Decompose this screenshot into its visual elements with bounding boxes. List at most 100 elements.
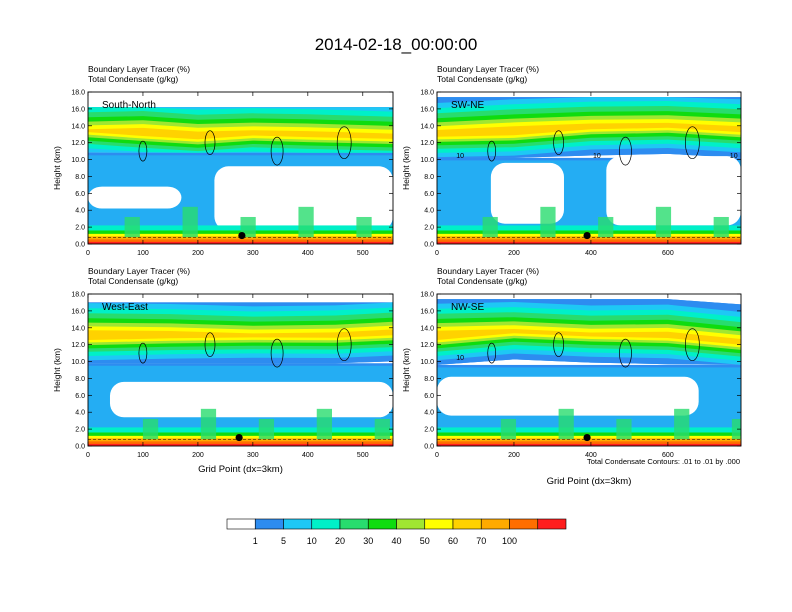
convective-tower (598, 216, 614, 238)
colorbar-swatch (254, 518, 284, 530)
y-axis-label: Height (km) (52, 348, 62, 392)
y-tick-label: 10.0 (420, 359, 434, 366)
x-axis-label: Grid Point (dx=3km) (547, 476, 632, 487)
panel-header-line: Boundary Layer Tracer (%) (437, 64, 539, 74)
condensate-contour (685, 126, 700, 160)
x-tick-label: 0 (86, 250, 90, 257)
convective-tower (482, 216, 498, 238)
figure-title: 2014-02-18_00:00:00 (315, 35, 478, 54)
panel-header-line: Boundary Layer Tracer (%) (88, 64, 190, 74)
y-tick-label: 10.0 (71, 157, 85, 164)
x-tick-label: 400 (585, 452, 597, 459)
y-tick-label: 18.0 (71, 292, 85, 299)
y-tick-label: 10.0 (71, 359, 85, 366)
panel-label: NW-SE (451, 302, 484, 313)
colorbar-label: 50 (420, 536, 430, 546)
plot-frame (436, 293, 742, 447)
convective-tower (616, 418, 632, 440)
contour-footnote: Total Condensate Contours: .01 to .01 by… (587, 457, 740, 466)
panel-label: West-East (102, 302, 148, 313)
x-tick-label: 300 (247, 452, 259, 459)
x-tick-label: 0 (435, 452, 439, 459)
y-tick-label: 0.0 (424, 444, 434, 451)
convective-tower (258, 418, 275, 440)
clear-region-0 (437, 376, 699, 416)
convective-tower (713, 216, 729, 238)
y-tick-label: 16.0 (71, 308, 85, 315)
y-tick-label: 12.0 (420, 342, 434, 349)
x-tick-label: 100 (137, 452, 149, 459)
colorbar-swatch (537, 518, 567, 530)
convective-tower (674, 408, 690, 440)
contour-label: 10 (593, 153, 601, 160)
y-tick-label: 6.0 (424, 393, 434, 400)
y-tick-label: 8.0 (424, 376, 434, 383)
y-tick-label: 14.0 (71, 123, 85, 130)
y-axis-label: Height (km) (401, 146, 411, 190)
y-tick-label: 14.0 (420, 123, 434, 130)
condensate-contour (138, 140, 148, 162)
contour-label: 10 (730, 153, 738, 160)
colorbar-swatch (283, 518, 313, 530)
x-tick-label: 400 (302, 250, 314, 257)
y-tick-label: 18.0 (71, 90, 85, 97)
location-marker (583, 433, 591, 442)
band-layer-top-7 (437, 329, 741, 345)
colorbar-swatch (396, 518, 426, 530)
colorbar-label: 5 (281, 536, 286, 546)
clear-region-0 (109, 381, 393, 418)
y-tick-label: 8.0 (75, 174, 85, 181)
boundary-layer-band-4 (88, 239, 393, 244)
condensate-contour (336, 328, 352, 362)
x-tick-label: 200 (508, 250, 520, 257)
convective-tower (124, 216, 140, 238)
x-axis-label: Grid Point (dx=3km) (198, 464, 283, 475)
colorbar-label: 1 (253, 536, 258, 546)
condensate-contour (204, 332, 216, 358)
condensate-contour (270, 338, 284, 368)
condensate-contour (270, 136, 284, 166)
location-marker (235, 433, 243, 442)
colorbar-label: 100 (502, 536, 517, 546)
x-tick-label: 400 (302, 452, 314, 459)
colorbar: 1 5 10 20 30 40 50 60 70 100 (226, 518, 567, 546)
boundary-layer-band-4 (437, 239, 741, 244)
convective-tower (182, 206, 198, 238)
x-tick-label: 0 (435, 250, 439, 257)
colorbar-label: 20 (335, 536, 345, 546)
panel-header-line: Boundary Layer Tracer (%) (88, 266, 190, 276)
clear-region-1 (606, 156, 741, 226)
y-tick-label: 6.0 (75, 393, 85, 400)
panel-header-line: Total Condensate (g/kg) (88, 276, 178, 286)
y-tick-label: 0.0 (75, 242, 85, 249)
condensate-contour (138, 342, 148, 364)
colorbar-label: 70 (476, 536, 486, 546)
band-layer-top-7 (88, 329, 393, 340)
condensate-contour (619, 136, 632, 166)
condensate-contour (553, 332, 564, 358)
colorbar-label: 60 (448, 536, 458, 546)
panel-south-north: Boundary Layer Tracer (%)Total Condensat… (52, 64, 394, 257)
boundary-layer-band-5 (88, 443, 393, 446)
condensate-contour (685, 328, 700, 362)
colorbar-swatch (311, 518, 341, 530)
x-tick-label: 0 (86, 452, 90, 459)
colorbar-swatch (509, 518, 539, 530)
y-tick-label: 12.0 (420, 140, 434, 147)
plot-frame (87, 293, 394, 447)
x-tick-label: 600 (662, 452, 674, 459)
y-tick-label: 2.0 (75, 225, 85, 232)
field (88, 294, 393, 446)
y-tick-label: 0.0 (75, 444, 85, 451)
panel-header-line: Total Condensate (g/kg) (88, 74, 178, 84)
x-tick-label: 600 (662, 250, 674, 257)
y-tick-label: 16.0 (420, 106, 434, 113)
panel-label: SW-NE (451, 100, 484, 111)
convective-tower (655, 206, 672, 238)
panel-nw-se: Boundary Layer Tracer (%)Total Condensat… (401, 266, 742, 487)
y-tick-label: 10.0 (420, 157, 434, 164)
colorbar-swatch (226, 518, 256, 530)
convective-tower (500, 418, 517, 440)
location-marker (583, 231, 591, 240)
x-tick-label: 500 (357, 452, 369, 459)
